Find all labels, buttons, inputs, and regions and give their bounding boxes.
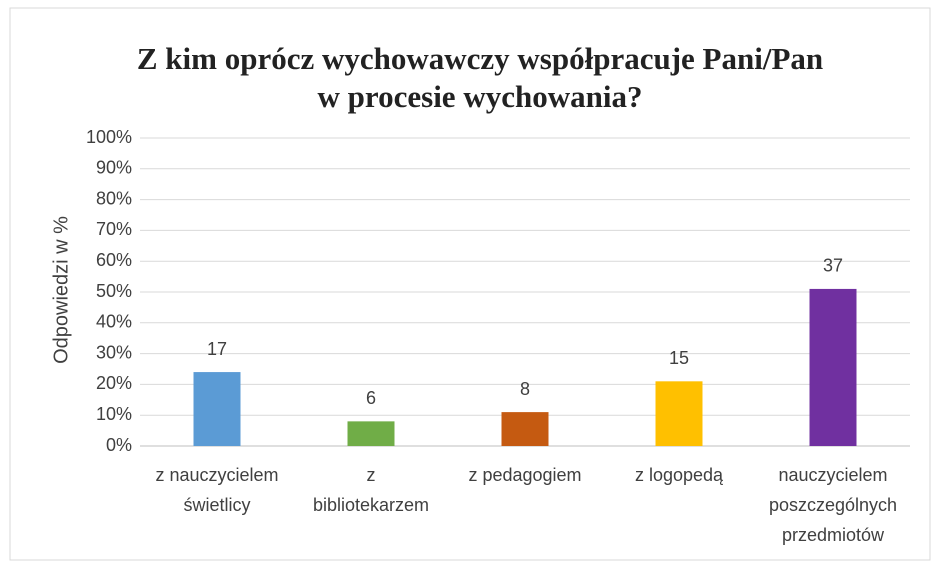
bar [193,372,241,446]
y-tick-label: 100% [86,127,132,147]
x-tick-label: poszczególnych [769,495,897,515]
bar [809,288,857,446]
x-tick-label: nauczycielem [778,465,887,485]
data-label: 8 [520,379,530,399]
x-tick-label: z pedagogiem [468,465,581,485]
y-tick-label: 20% [96,373,132,393]
data-label: 37 [823,256,843,276]
data-label: 15 [669,348,689,368]
y-tick-label: 90% [96,158,132,178]
y-tick-label: 0% [106,435,132,455]
y-tick-label: 60% [96,250,132,270]
chart-title: w procesie wychowania? [318,79,643,114]
y-tick-label: 70% [96,219,132,239]
x-tick-label: świetlicy [183,495,250,515]
data-label: 6 [366,388,376,408]
bar [501,412,549,446]
y-axis-title: Odpowiedzi w % [50,216,72,364]
y-tick-label: 10% [96,404,132,424]
bar [347,421,395,446]
data-label: 17 [207,339,227,359]
x-tick-label: bibliotekarzem [313,495,429,515]
y-tick-label: 30% [96,342,132,362]
x-tick-label: z logopedą [635,465,724,485]
chart-frame [9,7,931,561]
x-tick-label: z nauczycielem [155,465,278,485]
y-tick-label: 80% [96,188,132,208]
x-tick-label: z [367,465,376,485]
y-tick-label: 50% [96,281,132,301]
x-tick-label: przedmiotów [782,525,885,545]
y-tick-label: 40% [96,312,132,332]
bar [655,381,703,446]
chart-title: Z kim oprócz wychowawczy współpracuje Pa… [137,41,823,76]
